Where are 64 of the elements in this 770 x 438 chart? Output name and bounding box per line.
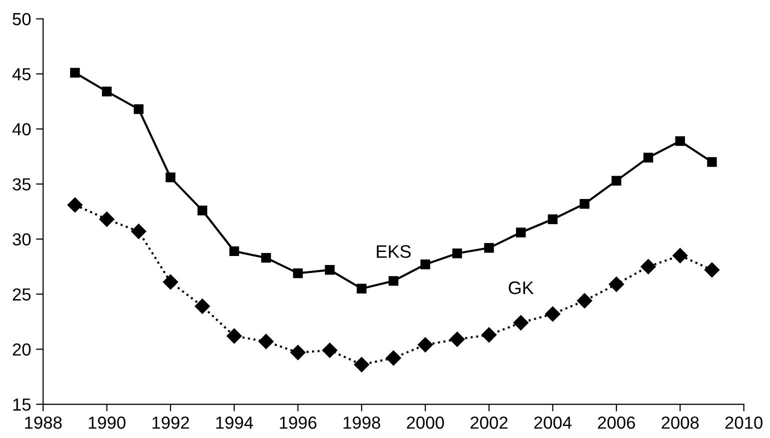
point (166, 172, 176, 182)
y-tick-label: 25 (12, 288, 31, 301)
y-tick-label: 50 (12, 13, 31, 26)
series-label: GK (508, 281, 534, 294)
point (354, 357, 370, 372)
x-tick-label: 1990 (88, 416, 126, 429)
point (290, 344, 306, 360)
x-tick-label: 1994 (216, 416, 254, 429)
point (194, 298, 210, 314)
point (513, 315, 528, 330)
point (70, 68, 80, 78)
point (102, 86, 112, 96)
point (324, 265, 335, 275)
y-tick-label: 45 (12, 68, 31, 80)
point (704, 262, 720, 278)
point (516, 228, 526, 238)
point (258, 334, 274, 350)
x-tick-label: 2008 (662, 416, 699, 429)
series-label: EKS (376, 245, 411, 258)
point (229, 246, 240, 256)
point (131, 224, 146, 239)
y-tick-label: 30 (12, 233, 31, 246)
point (452, 248, 462, 258)
point (608, 276, 624, 292)
point (418, 337, 433, 352)
x-tick-label: 2002 (470, 416, 508, 429)
x-tick-label: 1996 (280, 416, 316, 429)
x-tick-label: 1992 (152, 416, 189, 429)
point (707, 157, 717, 167)
x-tick-label: 2000 (406, 416, 444, 429)
point (356, 284, 366, 294)
point (386, 350, 402, 366)
point (580, 198, 590, 209)
x-tick-label: 2010 (725, 416, 762, 429)
x-tick-label: 2006 (598, 416, 635, 429)
point (643, 152, 654, 162)
point (322, 342, 338, 358)
point (672, 248, 688, 264)
point (640, 259, 656, 274)
y-tick-label: 15 (13, 398, 31, 411)
point (261, 252, 271, 263)
y-tick-label: 20 (12, 343, 31, 356)
point (388, 276, 398, 286)
point (548, 214, 558, 224)
point (198, 206, 208, 216)
x-tick-label: 1988 (25, 416, 62, 429)
point (577, 293, 592, 308)
y-tick-label: 35 (12, 178, 31, 190)
point (450, 332, 465, 347)
y-tick-label: 40 (12, 123, 31, 136)
x-tick-label: 2004 (534, 416, 572, 429)
point (612, 176, 622, 186)
point (420, 260, 430, 270)
point (226, 328, 242, 344)
point (481, 327, 497, 342)
point (293, 268, 303, 278)
point (67, 197, 83, 213)
x-tick-label: 1998 (344, 416, 380, 429)
point (162, 274, 178, 290)
point (545, 306, 560, 322)
point (484, 243, 494, 253)
point (99, 212, 114, 227)
point (134, 104, 144, 114)
point (675, 136, 685, 146)
